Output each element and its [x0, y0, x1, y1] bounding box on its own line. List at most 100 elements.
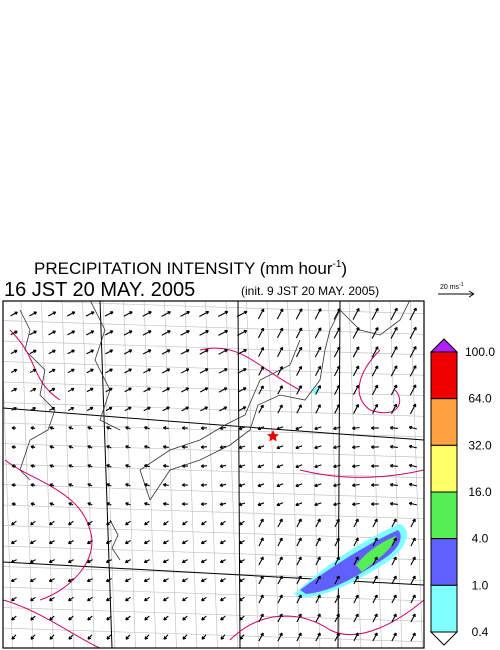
- wind-arrow: [410, 594, 416, 604]
- wind-arrow: [49, 426, 55, 430]
- wind-arrow: [277, 537, 283, 547]
- wind-arrow: [236, 310, 248, 318]
- wind-arrow: [144, 464, 150, 468]
- wind-arrow: [180, 330, 190, 336]
- wind-arrow: [258, 556, 264, 566]
- wind-arrow: [106, 615, 112, 621]
- wind-arrow: [352, 327, 360, 339]
- wind-arrow: [105, 578, 112, 583]
- wind-arrow: [220, 520, 226, 526]
- wind-arrow: [11, 407, 17, 411]
- wind-arrow: [220, 634, 226, 640]
- wind-arrow: [104, 311, 114, 317]
- wind-arrow: [143, 368, 152, 374]
- wind-arrow: [143, 539, 150, 545]
- wind-arrow: [125, 502, 131, 506]
- wind-arrow: [372, 632, 378, 642]
- wind-arrow: [372, 518, 378, 528]
- wind-arrow: [334, 594, 340, 604]
- wind-arrow: [106, 445, 112, 449]
- wind-arrow: [333, 464, 341, 469]
- wind-arrow: [199, 310, 210, 317]
- colorbar-band: [430, 491, 458, 540]
- wind-arrow: [144, 426, 150, 430]
- wind-arrow: [87, 464, 93, 468]
- wind-arrow: [66, 311, 76, 317]
- wind-arrow: [333, 327, 341, 339]
- wind-arrow: [314, 346, 322, 358]
- coast-islands: [109, 519, 121, 561]
- wind-arrow: [370, 502, 379, 506]
- title-sup: -1: [332, 259, 341, 270]
- wind-arrow: [372, 556, 378, 566]
- wind-arrow: [87, 445, 93, 449]
- wind-arrow: [277, 575, 283, 585]
- contour: [3, 599, 101, 648]
- wind-arrow: [10, 330, 18, 336]
- wind-arrow: [276, 327, 284, 339]
- wind-arrow: [333, 308, 341, 320]
- wind-arrow: [162, 387, 171, 393]
- wind-arrow: [314, 445, 322, 450]
- coast-korea: [19, 309, 56, 481]
- wind-arrow: [353, 556, 359, 566]
- wind-arrow: [144, 483, 150, 487]
- wind-arrow: [314, 308, 322, 320]
- wind-arrow: [258, 613, 264, 623]
- grid-line: [3, 525, 424, 540]
- wind-arrow: [295, 327, 303, 339]
- wind-arrow: [315, 613, 321, 623]
- wind-arrow: [10, 368, 18, 373]
- wind-arrows: [10, 307, 417, 642]
- wind-arrow: [372, 613, 378, 623]
- wind-arrow: [315, 556, 321, 566]
- wind-arrow: [409, 345, 417, 358]
- grid-line: [3, 607, 424, 622]
- grid-line: [3, 586, 424, 602]
- wind-arrow: [334, 518, 340, 528]
- wind-arrow: [68, 502, 74, 506]
- wind-arrow: [277, 594, 283, 604]
- wind-arrow: [68, 445, 74, 449]
- wind-arrow: [239, 596, 245, 602]
- wind-arrow: [257, 327, 265, 339]
- wind-arrow: [410, 537, 416, 547]
- wind-arrow: [10, 349, 18, 355]
- wind-arrow: [67, 578, 74, 583]
- wind-arrow: [314, 502, 322, 507]
- wind-arrow: [200, 464, 208, 468]
- wind-arrow: [30, 483, 36, 487]
- wind-arrow: [219, 464, 227, 469]
- wind-arrow: [295, 308, 303, 320]
- grid-line: [3, 320, 424, 335]
- wind-arrow: [277, 404, 283, 414]
- init-time: (init. 9 JST 20 MAY. 2005): [241, 284, 379, 298]
- wind-arrow: [11, 483, 17, 487]
- wind-arrow: [315, 365, 322, 376]
- wind-arrow: [182, 520, 188, 526]
- wind-arrow: [180, 349, 190, 355]
- wind-arrow: [391, 556, 397, 566]
- wind-arrow: [295, 483, 303, 488]
- wind-arrow: [219, 406, 228, 412]
- wind-arrow: [124, 559, 131, 563]
- wind-arrow: [410, 632, 416, 642]
- wind-arrow: [181, 445, 188, 449]
- wind-arrow: [10, 559, 17, 563]
- wind-arrow: [238, 539, 245, 545]
- wind-arrow: [276, 426, 284, 431]
- wind-arrow: [371, 307, 379, 320]
- wind-arrow: [239, 520, 245, 526]
- wind-arrow: [277, 518, 283, 528]
- wind-arrow: [218, 329, 229, 336]
- wind-arrow: [67, 539, 74, 545]
- contour: [4, 459, 93, 601]
- wind-arrow: [390, 307, 398, 321]
- valid-time: 16 JST 20 MAY. 2005: [4, 279, 195, 301]
- wind-arrow: [371, 346, 379, 358]
- wind-arrow: [218, 387, 228, 393]
- wind-arrow: [49, 483, 55, 487]
- wind-arrow: [30, 615, 36, 621]
- wind-arrow: [277, 632, 283, 642]
- map: [3, 301, 424, 648]
